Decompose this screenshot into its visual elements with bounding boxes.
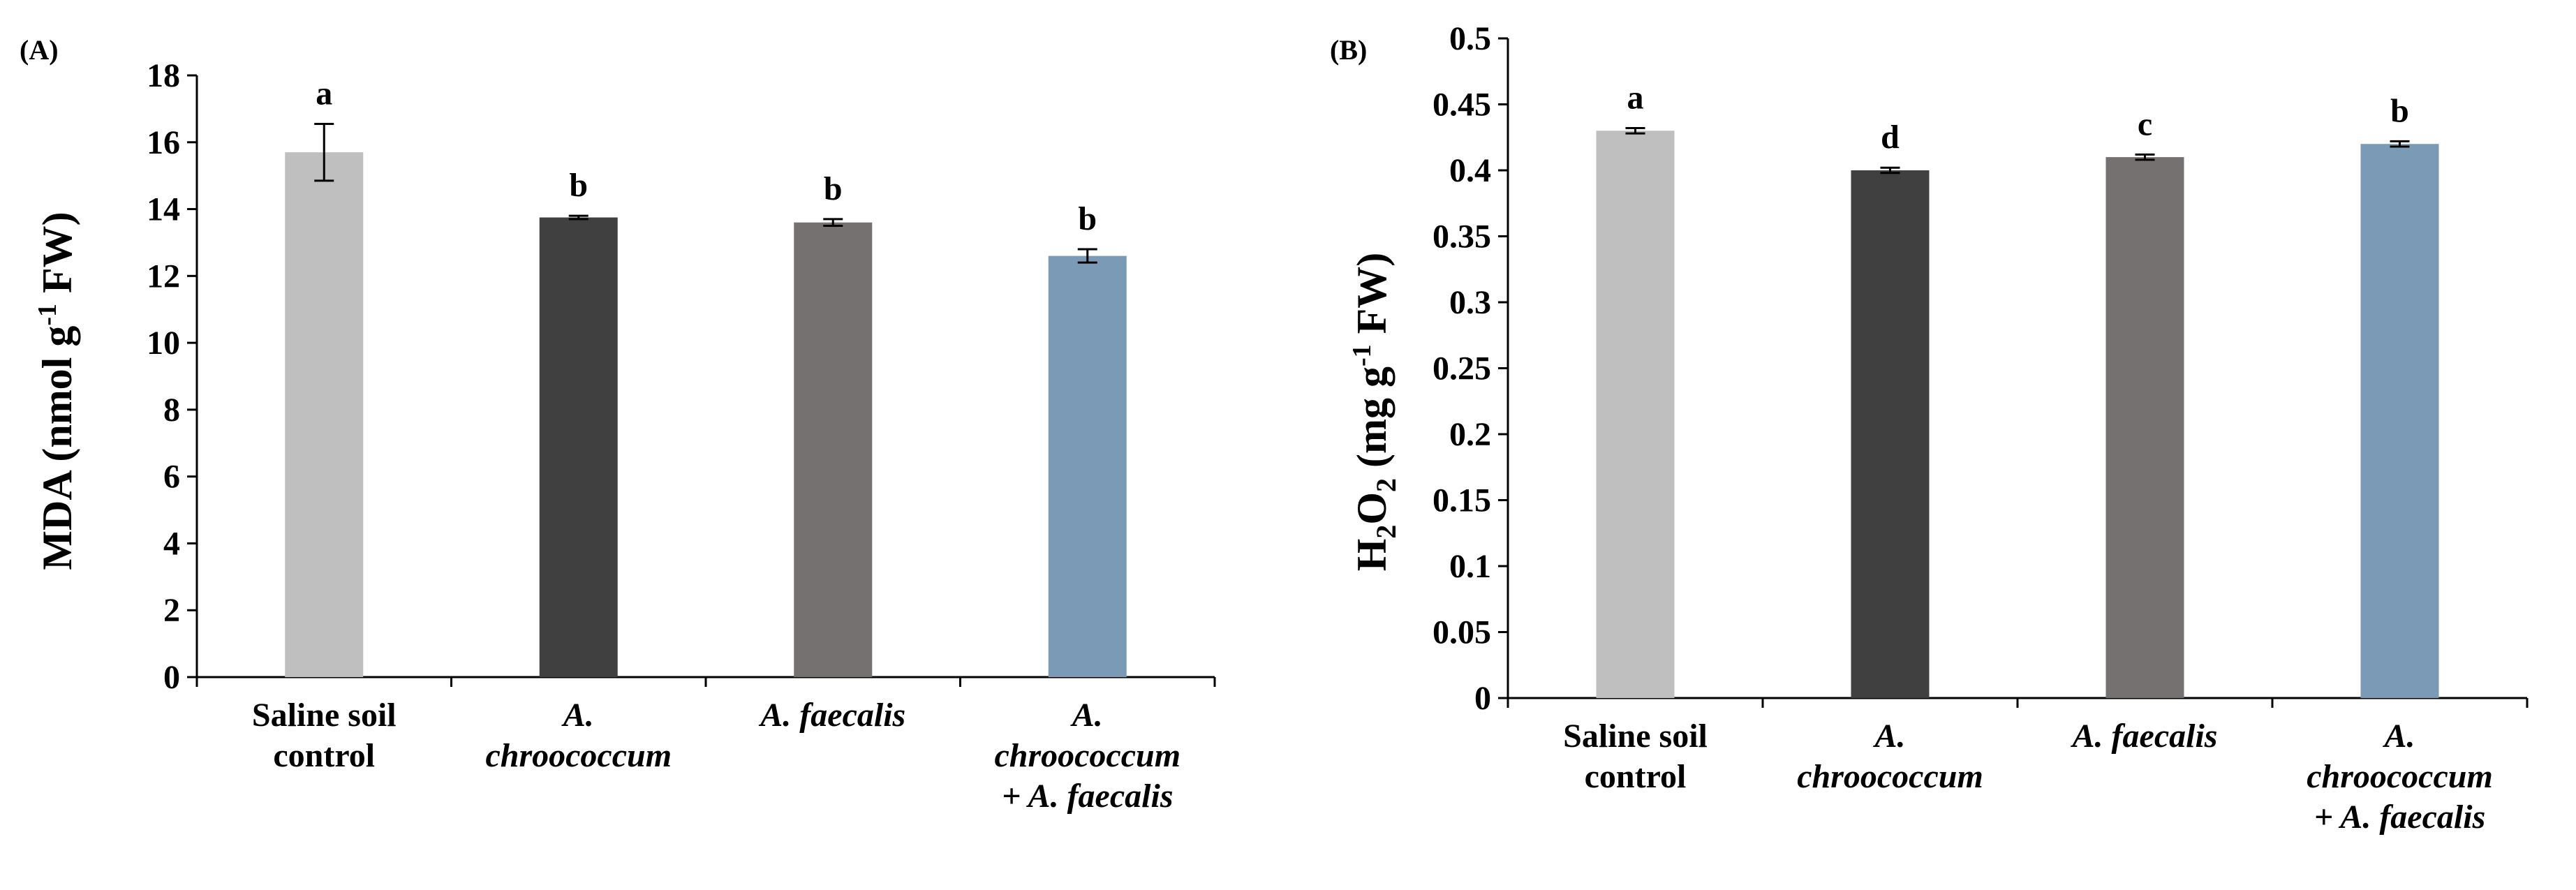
panel-b-plot-area: 0 0.05 0.1 0.15 0.2 0.25 0.3 0.35 0.4 0.45 0.5 a Sal… [1433,20,2529,836]
y-tick-label: 0.4 [1449,152,1491,189]
y-label-part: FW) [1349,253,1395,345]
y-tick-label: 0.1 [1449,548,1491,585]
y-label-sup: -1 [33,304,62,326]
y-tick-label: 0.15 [1433,482,1491,519]
y-tick-label: 0 [1474,680,1491,717]
category-label: Saline soil control [252,697,397,774]
significance-letter: b [824,170,843,207]
panel-a-label: (A) [20,34,59,66]
category-label-line: A. [2382,718,2415,755]
category-label: A. chroococcum [1797,718,1983,795]
category-label: A. faecalis [758,697,905,734]
y-tick-label: 12 [147,258,180,295]
bar-a-2 [539,217,618,677]
y-label-text: MDA (nmol g [34,326,80,570]
y-tick-label: 0.5 [1449,20,1491,57]
y-tick-label: 0.05 [1433,614,1491,651]
y-tick-label: 0.45 [1433,87,1491,124]
bar-b-3 [2105,157,2184,699]
category-label-line: + A. faecalis [1002,778,1174,815]
category-label: A. faecalis [2071,718,2218,755]
y-tick-label: 16 [147,124,180,161]
y-tick-label: 0.3 [1449,284,1491,321]
panel-a-y-axis-label: MDA (nmol g-1 FW) [33,212,80,570]
y-label-part: 2 [1370,525,1402,539]
category-label-line: A. [1872,718,1905,755]
category-label-line: chroococcum [485,737,672,774]
y-tick-label: 14 [147,191,180,228]
y-tick-label: 0.35 [1433,218,1491,255]
category-label-line: control [1585,758,1687,795]
y-label-part: (mg g [1349,366,1395,478]
category-label-line: A. faecalis [2071,718,2218,755]
y-tick-label: 8 [163,392,180,429]
significance-letter: b [1078,200,1097,237]
category-label-line: Saline soil [252,697,397,734]
category-label-line: control [273,737,375,774]
bar-b-1 [1596,131,1675,699]
bar-a-3 [794,222,873,677]
bar-a-4 [1048,255,1127,678]
category-label: A. chroococcum [485,697,672,774]
y-label-part: O [1349,492,1395,525]
category-label-line: A. faecalis [758,697,905,734]
significance-letter: b [2390,92,2409,129]
y-tick-label: 10 [147,325,180,362]
y-tick-label: 6 [163,459,180,496]
category-label-line: chroococcum [1797,758,1983,795]
y-label-part: 2 [1370,478,1402,492]
category-label: Saline soil control [1563,718,1708,795]
panel-b: (B) H2O2 (mg g-1 FW) 00.050.10.150.20.25… [1330,20,2529,836]
significance-letter: c [2138,105,2152,142]
category-label-line: + A. faecalis [2314,799,2486,836]
category-label-line: chroococcum [994,737,1180,774]
category-label-line: Saline soil [1563,718,1708,755]
bar-b-4 [2360,144,2439,698]
y-tick-label: 0.25 [1433,350,1491,387]
category-label-line: chroococcum [2307,758,2493,795]
y-label-text: FW) [34,212,80,304]
panel-a: (A) MDA (nmol g-1 FW) 0 2 4 6 8 10 12 14 16 18 a Sa… [20,34,1216,815]
significance-letter: d [1881,119,1900,156]
y-tick-label: 0.2 [1449,416,1491,453]
significance-letter: a [316,75,332,112]
category-label: A. chroococcum + A. faecalis [994,697,1180,815]
y-tick-label: 4 [163,525,180,562]
y-tick-label: 0 [163,659,180,696]
y-label-part: H [1349,539,1395,572]
panel-b-label: (B) [1330,34,1367,66]
y-label-part: -1 [1347,344,1377,366]
significance-letter: a [1627,80,1644,117]
category-label-line: A. [561,697,594,734]
y-tick-label: 2 [163,592,180,629]
bar-a-1 [285,152,364,678]
significance-letter: b [569,167,588,204]
category-label: A. chroococcum + A. faecalis [2307,718,2493,836]
panel-b-y-axis-label: H2O2 (mg g-1 FW) [1347,253,1402,572]
category-label-line: A. [1070,697,1103,734]
y-tick-label: 18 [147,57,180,94]
bar-b-2 [1851,170,1930,698]
